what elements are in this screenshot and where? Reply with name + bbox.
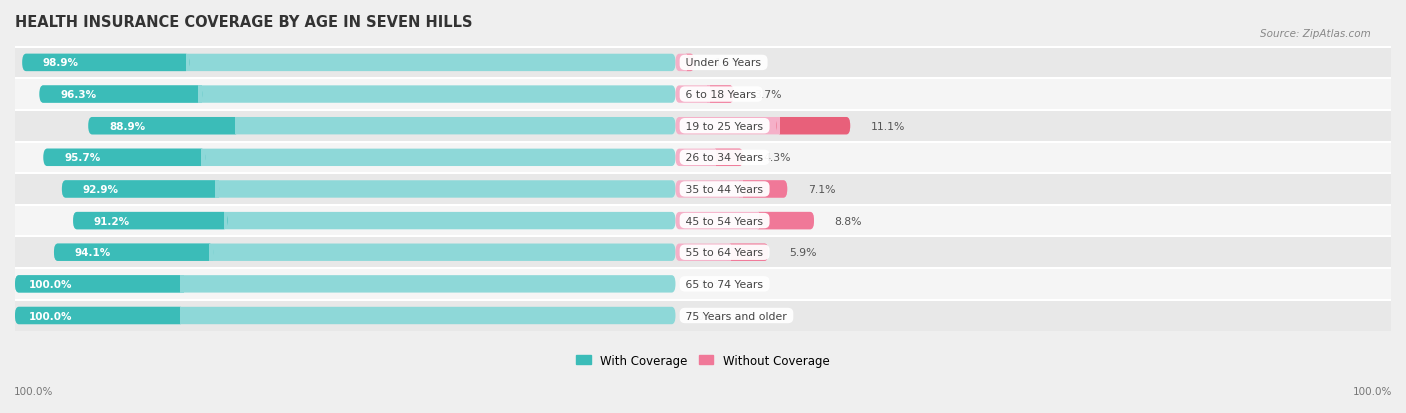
Text: 4.3%: 4.3% bbox=[763, 153, 792, 163]
Text: 100.0%: 100.0% bbox=[14, 387, 53, 396]
FancyBboxPatch shape bbox=[675, 118, 851, 135]
Text: 100.0%: 100.0% bbox=[28, 311, 72, 321]
Text: Source: ZipAtlas.com: Source: ZipAtlas.com bbox=[1260, 29, 1371, 39]
FancyBboxPatch shape bbox=[62, 181, 675, 198]
FancyBboxPatch shape bbox=[707, 86, 734, 104]
Text: 88.9%: 88.9% bbox=[108, 121, 145, 131]
Text: 0.0%: 0.0% bbox=[696, 311, 724, 321]
Bar bbox=[15, 47, 1391, 79]
Bar bbox=[15, 268, 1391, 300]
Bar bbox=[198, 86, 202, 104]
Bar bbox=[235, 118, 239, 135]
FancyBboxPatch shape bbox=[53, 244, 675, 261]
Bar bbox=[15, 174, 1391, 205]
Bar bbox=[713, 149, 716, 166]
FancyBboxPatch shape bbox=[675, 244, 768, 261]
Bar bbox=[186, 55, 190, 72]
FancyBboxPatch shape bbox=[776, 118, 851, 135]
FancyBboxPatch shape bbox=[39, 86, 675, 104]
Bar bbox=[755, 212, 759, 230]
Text: 3.7%: 3.7% bbox=[755, 90, 782, 100]
Bar bbox=[776, 118, 780, 135]
Text: HEALTH INSURANCE COVERAGE BY AGE IN SEVEN HILLS: HEALTH INSURANCE COVERAGE BY AGE IN SEVE… bbox=[15, 15, 472, 30]
Bar bbox=[15, 237, 1391, 268]
FancyBboxPatch shape bbox=[15, 307, 184, 325]
FancyBboxPatch shape bbox=[738, 181, 787, 198]
Bar bbox=[15, 111, 1391, 142]
FancyBboxPatch shape bbox=[22, 55, 675, 72]
FancyBboxPatch shape bbox=[15, 275, 675, 293]
FancyBboxPatch shape bbox=[44, 149, 675, 166]
FancyBboxPatch shape bbox=[22, 55, 190, 72]
FancyBboxPatch shape bbox=[73, 212, 228, 230]
FancyBboxPatch shape bbox=[89, 118, 675, 135]
Text: 94.1%: 94.1% bbox=[75, 248, 111, 258]
Bar bbox=[15, 142, 1391, 174]
FancyBboxPatch shape bbox=[675, 55, 695, 72]
Text: 65 to 74 Years: 65 to 74 Years bbox=[682, 279, 766, 289]
Text: 92.9%: 92.9% bbox=[83, 185, 118, 195]
Text: 100.0%: 100.0% bbox=[1353, 387, 1392, 396]
Bar bbox=[15, 79, 1391, 111]
Text: 100.0%: 100.0% bbox=[28, 279, 72, 289]
FancyBboxPatch shape bbox=[683, 55, 695, 72]
Legend: With Coverage, Without Coverage: With Coverage, Without Coverage bbox=[572, 349, 834, 371]
Text: 1.2%: 1.2% bbox=[716, 58, 742, 68]
Text: 91.2%: 91.2% bbox=[94, 216, 129, 226]
Bar bbox=[215, 181, 219, 198]
Bar bbox=[738, 181, 742, 198]
Text: 6 to 18 Years: 6 to 18 Years bbox=[682, 90, 761, 100]
Bar bbox=[15, 300, 1391, 332]
Text: 5.9%: 5.9% bbox=[789, 248, 817, 258]
Text: 45 to 54 Years: 45 to 54 Years bbox=[682, 216, 766, 226]
Text: 75 Years and older: 75 Years and older bbox=[682, 311, 790, 321]
FancyBboxPatch shape bbox=[89, 118, 239, 135]
FancyBboxPatch shape bbox=[73, 212, 675, 230]
Bar bbox=[727, 244, 731, 261]
Text: 26 to 34 Years: 26 to 34 Years bbox=[682, 153, 766, 163]
Bar bbox=[707, 86, 710, 104]
FancyBboxPatch shape bbox=[675, 181, 787, 198]
Text: 8.8%: 8.8% bbox=[835, 216, 862, 226]
FancyBboxPatch shape bbox=[675, 212, 814, 230]
Bar bbox=[180, 275, 184, 293]
Bar bbox=[209, 244, 214, 261]
FancyBboxPatch shape bbox=[53, 244, 214, 261]
Text: 19 to 25 Years: 19 to 25 Years bbox=[682, 121, 766, 131]
FancyBboxPatch shape bbox=[44, 149, 205, 166]
Bar bbox=[201, 149, 205, 166]
Bar bbox=[683, 55, 686, 72]
Bar bbox=[224, 212, 228, 230]
Text: 55 to 64 Years: 55 to 64 Years bbox=[682, 248, 766, 258]
FancyBboxPatch shape bbox=[727, 244, 768, 261]
FancyBboxPatch shape bbox=[62, 181, 219, 198]
Text: 95.7%: 95.7% bbox=[65, 153, 100, 163]
Text: 35 to 44 Years: 35 to 44 Years bbox=[682, 185, 766, 195]
FancyBboxPatch shape bbox=[755, 212, 814, 230]
Bar bbox=[180, 307, 184, 325]
FancyBboxPatch shape bbox=[675, 149, 744, 166]
Text: 11.1%: 11.1% bbox=[870, 121, 905, 131]
FancyBboxPatch shape bbox=[713, 149, 744, 166]
Bar bbox=[15, 205, 1391, 237]
Text: Under 6 Years: Under 6 Years bbox=[682, 58, 765, 68]
FancyBboxPatch shape bbox=[39, 86, 202, 104]
FancyBboxPatch shape bbox=[15, 307, 675, 325]
Text: 7.1%: 7.1% bbox=[808, 185, 835, 195]
FancyBboxPatch shape bbox=[675, 86, 734, 104]
FancyBboxPatch shape bbox=[15, 275, 184, 293]
Text: 0.0%: 0.0% bbox=[696, 279, 724, 289]
Text: 96.3%: 96.3% bbox=[60, 90, 96, 100]
Text: 98.9%: 98.9% bbox=[44, 58, 79, 68]
